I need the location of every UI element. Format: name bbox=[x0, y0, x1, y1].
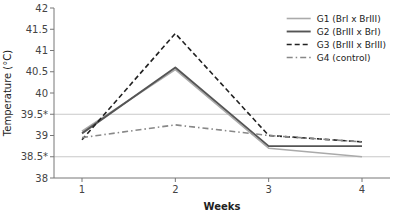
x-tick-label: 3 bbox=[265, 184, 271, 195]
reference-line bbox=[54, 156, 390, 157]
y-tick bbox=[50, 178, 54, 179]
legend-label: G3 (BrIII x BrIII) bbox=[317, 40, 386, 50]
x-tick-label: 1 bbox=[79, 184, 85, 195]
y-tick-label: 42 bbox=[35, 3, 48, 14]
reference-lines bbox=[54, 114, 390, 157]
y-axis-label: Temperature (°C) bbox=[2, 50, 13, 137]
legend-label: G1 (BrI x BrIII) bbox=[317, 14, 381, 24]
y-tick-label: 41.5 bbox=[26, 24, 48, 35]
legend-swatch bbox=[287, 44, 311, 46]
x-axis-label: Weeks bbox=[204, 201, 241, 212]
y-tick-label: 40 bbox=[35, 88, 48, 99]
y-tick-label: 39 bbox=[35, 130, 48, 141]
x-axis-line bbox=[54, 178, 390, 179]
series-line bbox=[82, 70, 362, 157]
y-tick bbox=[50, 8, 54, 9]
y-tick-label: 38 bbox=[35, 173, 48, 184]
y-tick-label: 40.5 bbox=[26, 66, 48, 77]
y-tick-label: 38.5* bbox=[21, 151, 48, 162]
series-line bbox=[82, 68, 362, 147]
legend-label: G2 (BrIII x BrI) bbox=[317, 27, 381, 37]
y-tick bbox=[50, 114, 54, 115]
legend: G1 (BrI x BrIII) G2 (BrIII x BrI) G3 (BrII… bbox=[287, 14, 386, 63]
y-tick bbox=[50, 156, 54, 157]
x-tick-label: 4 bbox=[359, 184, 365, 195]
x-tick bbox=[362, 178, 363, 182]
legend-label: G4 (control) bbox=[317, 53, 371, 63]
legend-swatch bbox=[287, 18, 311, 20]
series-line bbox=[82, 125, 362, 142]
y-tick-label: 39.5* bbox=[21, 109, 48, 120]
x-tick bbox=[82, 178, 83, 182]
chart-container: 1 2 3 4 38 38.5* 39 39.5* 40 40.5 41 41.5 42 Weeks Tem… bbox=[0, 0, 400, 214]
chart: 1 2 3 4 38 38.5* 39 39.5* 40 40.5 41 41.5 42 Weeks Tem… bbox=[0, 0, 400, 214]
y-tick bbox=[50, 71, 54, 72]
y-tick bbox=[50, 29, 54, 30]
x-tick bbox=[268, 178, 269, 182]
y-tick bbox=[50, 135, 54, 136]
legend-swatch bbox=[287, 57, 311, 59]
legend-swatch bbox=[287, 31, 311, 33]
series-line bbox=[82, 34, 362, 142]
x-tick bbox=[175, 178, 176, 182]
y-tick bbox=[50, 50, 54, 51]
y-tick-label: 41 bbox=[35, 45, 48, 56]
x-tick-label: 2 bbox=[172, 184, 178, 195]
y-tick bbox=[50, 93, 54, 94]
